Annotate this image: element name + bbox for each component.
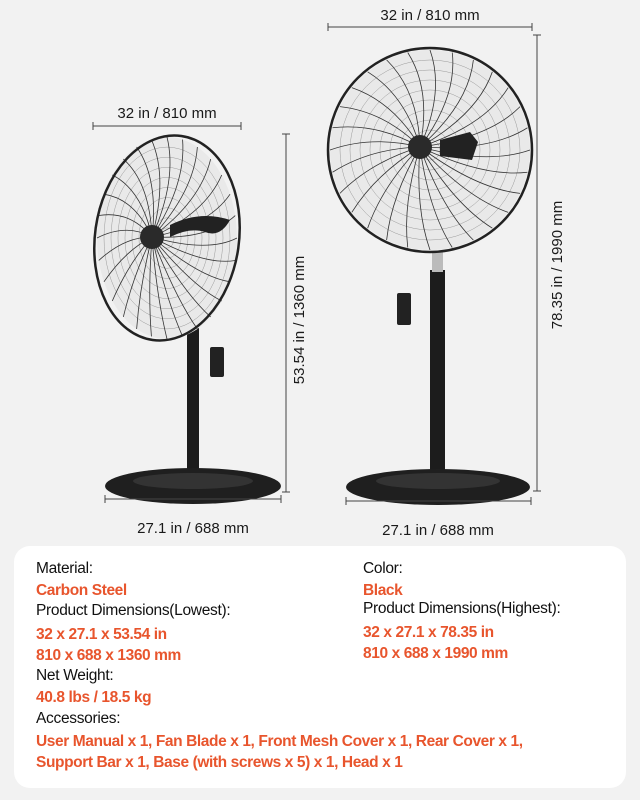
grille-wire: [419, 146, 521, 194]
grille-wire: [151, 146, 198, 238]
grille-wire: [151, 236, 168, 340]
color-value: Black: [363, 582, 403, 599]
dimensions-lowest-in: 32 x 27.1 x 53.54 in: [36, 626, 167, 643]
grille-wire: [419, 52, 454, 148]
material-label: Material:: [36, 560, 93, 577]
grille-wire: [419, 106, 521, 148]
grille-wire: [151, 236, 198, 330]
weight-label: Net Weight:: [36, 667, 114, 684]
product-illustration: 32 in / 810 mm 53.54 in / 1360 mm 27.1 i…: [92, 7, 566, 539]
grille-wire: [151, 136, 171, 238]
fan-pole: [430, 270, 445, 480]
grille-wire: [419, 71, 493, 148]
grille-wire: [151, 139, 184, 238]
material-value: Carbon Steel: [36, 582, 127, 599]
grille-wire: [151, 236, 183, 337]
highest-width-label: 32 in / 810 mm: [380, 7, 479, 24]
grille-wire: [419, 146, 531, 158]
grille-wire: [419, 127, 528, 149]
fan-hub: [408, 135, 432, 159]
fan-hub: [140, 225, 164, 249]
grille-wire: [151, 236, 231, 283]
remote-control: [210, 347, 224, 377]
grille-wire: [407, 52, 425, 148]
fan-grille: [96, 136, 238, 340]
dimensions-lowest-mm: 810 x 688 x 1360 mm: [36, 647, 181, 664]
fan-motor: [440, 132, 478, 160]
grille-wire: [419, 146, 474, 241]
grille-wire: [419, 49, 436, 148]
grille-wire: [419, 146, 493, 229]
grille-wire: [406, 146, 421, 248]
grille-wire: [151, 236, 222, 302]
grille-wire: [419, 146, 509, 213]
specs-card: Material: Carbon Steel Product Dimension…: [14, 546, 626, 788]
lowest-height-label: 53.54 in / 1360 mm: [291, 256, 308, 384]
highest-height-label: 78.35 in / 1990 mm: [549, 201, 566, 329]
grille-wire: [151, 236, 211, 318]
grille-wire: [419, 59, 474, 148]
grille-wire: [151, 158, 212, 238]
dimension-lines: [92, 23, 541, 505]
grille-wire: [151, 139, 161, 238]
accessories-label: Accessories:: [36, 710, 121, 727]
weight-value: 40.8 lbs / 18.5 kg: [36, 689, 152, 706]
highest-base-label: 27.1 in / 688 mm: [382, 522, 494, 539]
lowest-width-label: 32 in / 810 mm: [117, 105, 216, 122]
lowest-base-label: 27.1 in / 688 mm: [137, 520, 249, 537]
accessories-line-1: User Manual x 1, Fan Blade x 1, Front Me…: [36, 733, 523, 750]
dimensions-highest-in: 32 x 27.1 x 78.35 in: [363, 624, 494, 641]
color-label: Color:: [363, 560, 403, 577]
fan-motor: [170, 216, 230, 237]
dimensions-highest-mm: 810 x 688 x 1990 mm: [363, 645, 508, 662]
grille-wire: [419, 87, 509, 148]
dimensions-lowest-label: Product Dimensions(Lowest):: [36, 602, 231, 619]
fan-highest-position: [326, 46, 534, 505]
grille-wire: [419, 146, 528, 174]
grille-wire: [419, 146, 453, 248]
accessories-line-2: Support Bar x 1, Base (with screws x 5) …: [36, 754, 403, 771]
remote-control: [397, 293, 411, 325]
fan-lowest-position: [93, 134, 281, 504]
grille-wire: [418, 146, 431, 251]
dimensions-highest-label: Product Dimensions(Highest):: [363, 600, 561, 617]
fan-pole: [187, 300, 199, 480]
